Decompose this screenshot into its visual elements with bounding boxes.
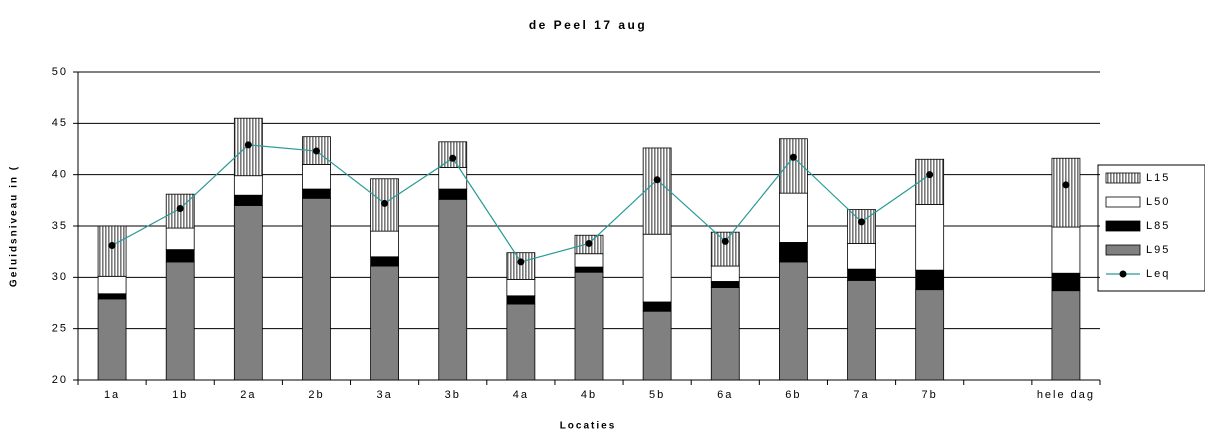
line-marker xyxy=(858,218,866,226)
bar-segment xyxy=(302,197,331,381)
line-marker xyxy=(449,154,457,162)
legend-marker xyxy=(1119,270,1127,278)
bar-segment xyxy=(1051,226,1081,274)
bar-segment xyxy=(506,278,536,297)
x-tick-label: 6a xyxy=(717,389,733,401)
bar-segment xyxy=(370,256,400,267)
bar-segment xyxy=(642,310,672,381)
bar-segment xyxy=(302,188,331,199)
y-tick-label: 35 xyxy=(52,220,68,232)
bar-segment xyxy=(1051,272,1081,292)
bar-segment xyxy=(642,147,672,235)
line-marker xyxy=(381,199,389,207)
x-tick-label: hele dag xyxy=(1037,389,1095,401)
x-tick-label: 7b xyxy=(922,389,938,401)
line-marker xyxy=(517,258,525,266)
bar-segment xyxy=(779,261,808,381)
legend-swatch xyxy=(1105,244,1141,256)
legend-label: L50 xyxy=(1146,196,1170,208)
bar-segment xyxy=(506,303,536,381)
bar-segment xyxy=(574,253,604,268)
bar-segment xyxy=(710,287,740,381)
bar-segment xyxy=(233,175,263,196)
bar-segment xyxy=(847,243,876,270)
bar-segment xyxy=(915,204,945,271)
legend-label: L85 xyxy=(1146,220,1170,232)
line-marker xyxy=(244,141,252,149)
legend-swatch xyxy=(1105,196,1141,208)
bar-segment xyxy=(370,230,400,258)
bar-segment xyxy=(1051,157,1081,228)
y-tick-label: 25 xyxy=(52,323,68,335)
bar-segment xyxy=(779,138,808,194)
x-tick-label: 5b xyxy=(649,389,665,401)
bar-segment xyxy=(438,198,468,381)
legend-label: L95 xyxy=(1146,244,1170,256)
y-tick-label: 20 xyxy=(52,374,68,386)
bar-segment xyxy=(506,295,536,305)
bar-segment xyxy=(97,225,127,277)
y-tick-label: 30 xyxy=(52,271,68,283)
bar-segment xyxy=(710,281,740,289)
x-tick-label: 6b xyxy=(785,389,801,401)
bar-segment xyxy=(165,261,195,381)
line-marker xyxy=(176,205,184,213)
legend-swatch xyxy=(1105,172,1141,184)
y-axis-title: Geluidsniveau in ( xyxy=(9,165,20,287)
x-tick-label: 3b xyxy=(445,389,461,401)
chart-title: de Peel 17 aug xyxy=(529,18,647,32)
bar-segment xyxy=(915,158,945,205)
bar-segment xyxy=(710,265,740,282)
bar-segment xyxy=(233,194,263,206)
legend-label: L15 xyxy=(1146,172,1170,184)
y-tick-label: 50 xyxy=(52,66,68,78)
bar-segment xyxy=(506,252,536,280)
x-tick-label: 4a xyxy=(513,389,529,401)
bar-segment xyxy=(97,293,127,300)
line-marker xyxy=(926,171,934,179)
bar-segment xyxy=(97,275,127,295)
bar-segment xyxy=(438,188,468,200)
legend-label: Leq xyxy=(1146,268,1170,280)
bar-segment xyxy=(779,242,808,263)
x-tick-label: 2b xyxy=(308,389,324,401)
line-marker xyxy=(653,176,661,184)
bar-segment xyxy=(165,227,195,251)
line-marker xyxy=(789,153,797,161)
bar-segment xyxy=(574,271,604,381)
x-axis-title: Locaties xyxy=(560,421,617,432)
y-tick-label: 40 xyxy=(52,169,68,181)
line-marker xyxy=(1062,181,1070,189)
bar-segment xyxy=(642,233,672,303)
bar-segment xyxy=(97,298,127,381)
bar-segment xyxy=(438,141,468,168)
x-tick-label: 7a xyxy=(853,389,869,401)
bar-segment xyxy=(302,163,331,190)
line-marker xyxy=(312,147,320,155)
bar-segment xyxy=(710,231,740,267)
bar-segment xyxy=(574,266,604,273)
y-tick-label: 45 xyxy=(52,117,68,129)
bar-segment xyxy=(779,192,808,243)
bar-segment xyxy=(642,301,672,312)
bar-segment xyxy=(1051,290,1081,381)
bar-segment xyxy=(233,205,263,381)
line-marker xyxy=(585,239,593,247)
x-tick-label: 3a xyxy=(376,389,392,401)
x-tick-label: 4b xyxy=(581,389,597,401)
x-tick-label: 2a xyxy=(240,389,256,401)
bar-segment xyxy=(370,265,400,381)
x-tick-label: 1b xyxy=(172,389,188,401)
bar-segment xyxy=(165,249,195,263)
bar-segment xyxy=(847,268,876,281)
bar-segment xyxy=(438,167,468,190)
bar-segment xyxy=(915,289,945,381)
bar-segment xyxy=(847,280,876,381)
legend-swatch xyxy=(1105,220,1141,232)
bar-segment xyxy=(915,269,945,291)
line-marker xyxy=(108,242,116,250)
line-marker xyxy=(721,237,729,245)
x-tick-label: 1a xyxy=(104,389,120,401)
